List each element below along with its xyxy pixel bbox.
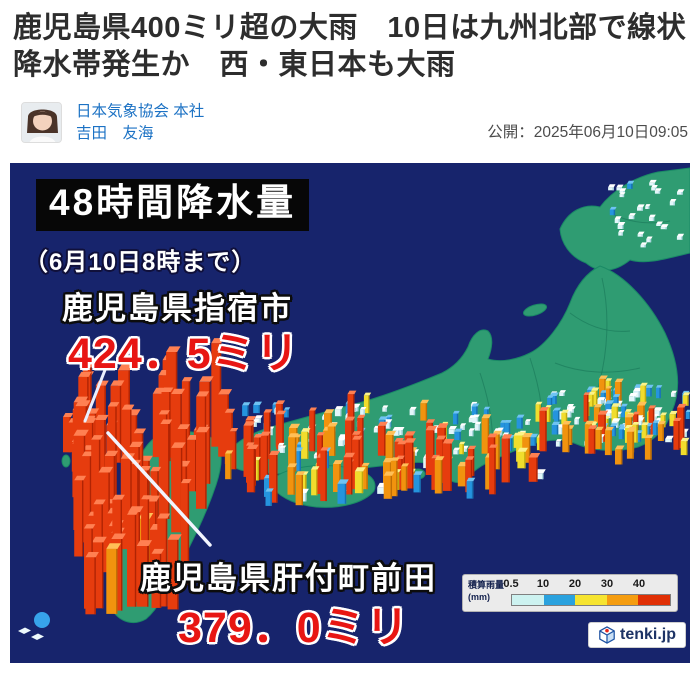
author-organization-link[interactable]: 日本気象協会 本社 (76, 103, 205, 120)
callout-line-kimotsuki (106, 431, 212, 547)
station-diamond-marker (31, 633, 44, 640)
station-dot-marker (34, 612, 50, 628)
tenki-jp-cube-icon (599, 626, 615, 644)
legend-tick: 40 (632, 578, 646, 590)
rainfall-bars-layer (63, 179, 690, 615)
tsushima-island (61, 454, 71, 468)
legend-color-segment (606, 595, 639, 605)
map-title: 48時間降水量 (36, 179, 310, 231)
legend-scale (511, 594, 671, 606)
sado-island (522, 303, 548, 317)
legend-color-segment (638, 595, 670, 605)
isolated-markers-layer (18, 612, 50, 640)
author-avatar-image (22, 103, 61, 142)
callout-lines (83, 368, 212, 547)
byline: 日本気象協会 本社 吉田 友海 (21, 102, 204, 143)
published-date: 公開：2025年06月10日09:05 (487, 124, 688, 141)
author-avatar[interactable] (21, 102, 62, 143)
legend-tick: 0.5 (503, 578, 519, 590)
tenki-jp-logo: tenki.jp (588, 622, 686, 648)
callout-location-ibusuki: 鹿児島県指宿市 (62, 291, 293, 326)
station-diamond-marker (18, 627, 31, 634)
legend-ticks: 0.5 10 20 30 40 (463, 575, 677, 611)
legend-color-segment (575, 595, 607, 605)
article-title: 鹿児島県400ミリ超の大雨 10日は九州北部で線状降水帯発生か 西・東日本も大雨 (13, 12, 687, 81)
callout-value-kimotsuki: 379．0ミリ (178, 604, 410, 652)
legend-color-segment (512, 595, 544, 605)
legend-tick: 20 (568, 578, 582, 590)
weather-map-image: 48時間降水量 （6月10日8時まで） 鹿児島県指宿市 424．5ミリ 鹿児島県… (10, 163, 690, 663)
legend-tick: 10 (536, 578, 550, 590)
legend-unit: (mm) (468, 592, 490, 602)
rainfall-legend: 積算雨量 (mm) 0.5 10 20 30 40 (462, 574, 678, 612)
legend-tick: 30 (600, 578, 614, 590)
callout-value-ibusuki: 424．5ミリ (68, 330, 300, 378)
japan-map-graphic (10, 163, 690, 663)
author-name-link[interactable]: 吉田 友海 (76, 125, 154, 142)
tenki-jp-logo-text: tenki.jp (619, 626, 676, 643)
legend-label: 積算雨量 (468, 580, 505, 590)
callout-line-ibusuki (83, 368, 107, 423)
map-subtitle: （6月10日8時まで） (24, 249, 257, 276)
legend-color-segment (543, 595, 576, 605)
callout-location-kimotsuki: 鹿児島県肝付町前田 (140, 561, 437, 596)
